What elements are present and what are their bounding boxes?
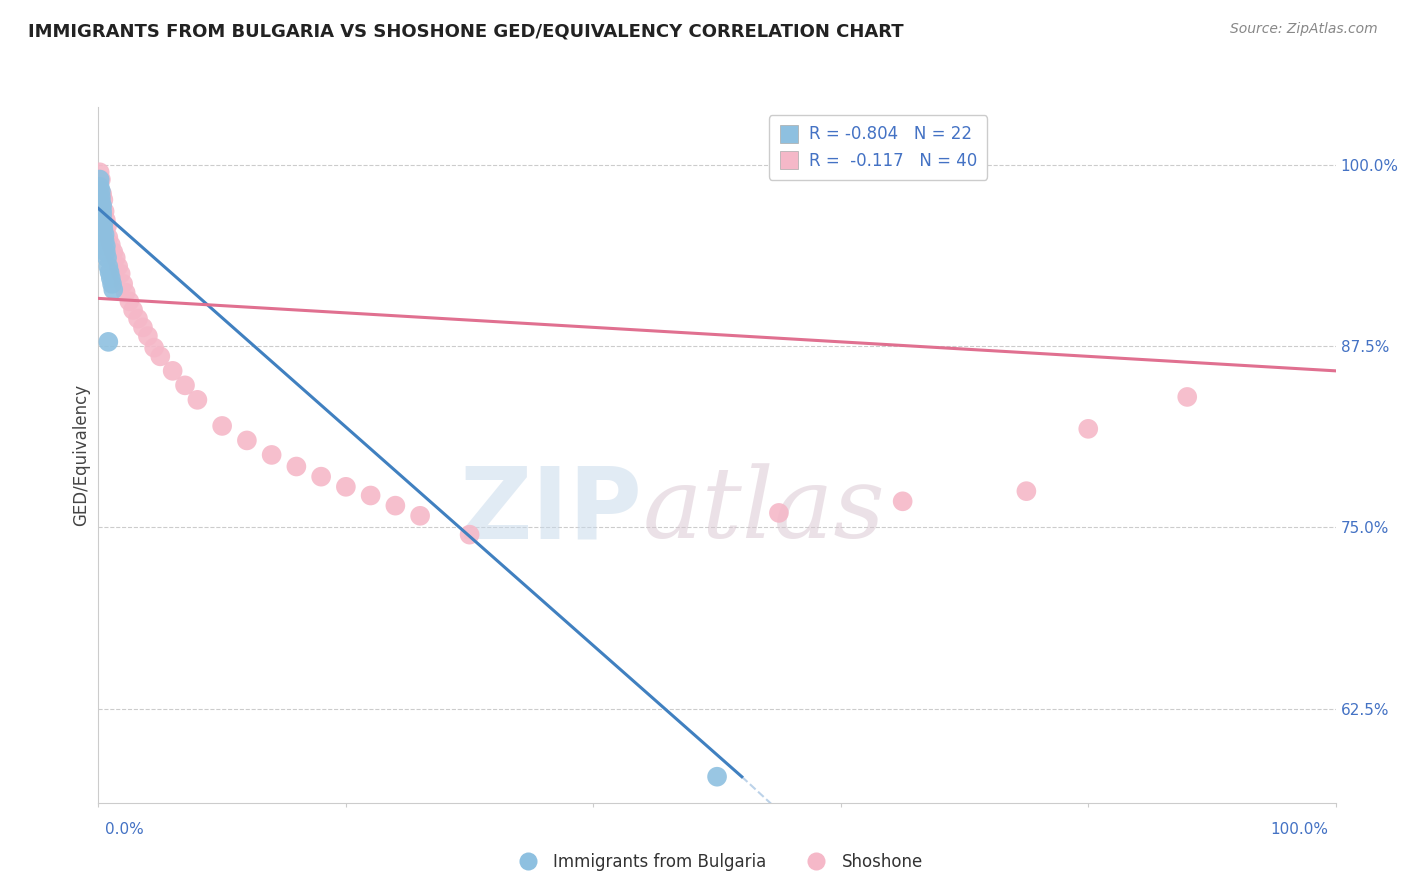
Point	[90, 190, 112, 204]
Point	[768, 506, 790, 520]
Point	[98, 265, 121, 279]
Point	[100, 237, 122, 252]
Point	[91, 199, 114, 213]
Point	[100, 271, 122, 285]
Point	[93, 216, 115, 230]
Legend: Immigrants from Bulgaria, Shoshone: Immigrants from Bulgaria, Shoshone	[505, 847, 929, 878]
Point	[706, 770, 728, 784]
Point	[891, 494, 914, 508]
Y-axis label: GED/Equivalency: GED/Equivalency	[72, 384, 90, 526]
Point	[96, 219, 118, 233]
Point	[90, 172, 112, 186]
Point	[174, 378, 197, 392]
Text: 100.0%: 100.0%	[1271, 822, 1329, 837]
Point	[107, 260, 129, 274]
Text: atlas: atlas	[643, 463, 886, 558]
Point	[186, 392, 208, 407]
Point	[97, 334, 120, 349]
Point	[118, 294, 141, 309]
Point	[93, 204, 115, 219]
Point	[309, 469, 332, 483]
Point	[132, 320, 155, 334]
Point	[103, 245, 125, 260]
Point	[97, 230, 120, 244]
Point	[89, 165, 111, 179]
Point	[91, 209, 114, 223]
Point	[89, 179, 111, 194]
Text: IMMIGRANTS FROM BULGARIA VS SHOSHONE GED/EQUIVALENCY CORRELATION CHART: IMMIGRANTS FROM BULGARIA VS SHOSHONE GED…	[28, 22, 904, 40]
Point	[112, 277, 135, 291]
Point	[104, 251, 127, 265]
Point	[93, 234, 115, 248]
Point	[93, 222, 115, 236]
Point	[162, 364, 184, 378]
Point	[211, 419, 233, 434]
Point	[285, 459, 308, 474]
Text: Source: ZipAtlas.com: Source: ZipAtlas.com	[1230, 22, 1378, 37]
Point	[90, 184, 112, 198]
Point	[143, 341, 166, 355]
Point	[103, 283, 125, 297]
Point	[409, 508, 432, 523]
Point	[260, 448, 283, 462]
Text: ZIP: ZIP	[460, 462, 643, 559]
Point	[94, 245, 117, 260]
Point	[136, 329, 159, 343]
Point	[94, 239, 117, 253]
Point	[458, 527, 481, 541]
Point	[114, 285, 136, 300]
Point	[127, 311, 149, 326]
Point	[97, 260, 120, 274]
Point	[149, 350, 172, 364]
Point	[93, 227, 115, 242]
Point	[91, 187, 114, 202]
Point	[360, 489, 382, 503]
Point	[122, 303, 145, 318]
Point	[236, 434, 259, 448]
Point	[101, 277, 124, 291]
Point	[89, 172, 111, 186]
Text: 0.0%: 0.0%	[105, 822, 145, 837]
Point	[1077, 422, 1099, 436]
Point	[1015, 484, 1038, 499]
Point	[110, 267, 132, 281]
Point	[90, 194, 112, 209]
Point	[384, 499, 406, 513]
Point	[1175, 390, 1198, 404]
Point	[94, 213, 117, 227]
Point	[96, 251, 118, 265]
Point	[335, 480, 357, 494]
Point	[93, 193, 115, 207]
Point	[91, 204, 114, 219]
